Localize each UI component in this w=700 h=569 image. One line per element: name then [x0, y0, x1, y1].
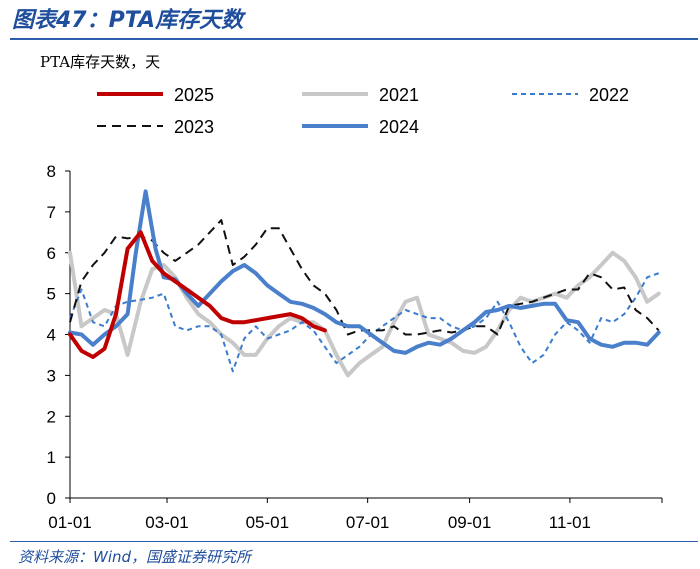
series-line-2021 — [68, 250, 661, 378]
legend: 2025 2021 2022 2023 2024 — [97, 85, 629, 137]
y-tick-label: 7 — [47, 203, 56, 222]
legend-label-2025: 2025 — [174, 85, 214, 105]
y-tick-label: 5 — [47, 285, 56, 304]
legend-label-2023: 2023 — [174, 117, 214, 137]
series-lines — [68, 189, 661, 378]
chart-title: 图表47：PTA库存天数 — [12, 8, 244, 33]
series-line-2025 — [68, 230, 327, 359]
y-tick-label: 6 — [47, 244, 56, 263]
x-tick-label: 11-01 — [549, 513, 591, 532]
unit-label: PTA库存天数，天 — [40, 53, 160, 71]
series-line-2023 — [69, 219, 660, 336]
x-tick-label: 03-01 — [145, 513, 188, 532]
axes: 0 1 2 3 4 5 6 7 8 01-01 03-01 05-01 07-01 09-01 11-01 — [47, 162, 663, 532]
title-underline — [10, 38, 698, 40]
legend-label-2022: 2022 — [589, 85, 629, 105]
y-tick-label: 0 — [47, 489, 56, 508]
x-tick-label: 09-01 — [448, 513, 491, 532]
y-tick-label: 4 — [47, 326, 56, 345]
footer-rule — [10, 541, 698, 542]
y-tick-label: 2 — [47, 407, 56, 426]
source-note: 资料来源：Wind，国盛证券研究所 — [18, 548, 252, 566]
x-tick-label: 07-01 — [346, 513, 389, 532]
legend-label-2024: 2024 — [379, 117, 419, 137]
series-line-2024 — [68, 189, 661, 355]
y-tick-label: 8 — [47, 162, 56, 181]
y-tick-label: 1 — [47, 448, 56, 467]
legend-label-2021: 2021 — [379, 85, 419, 105]
x-tick-label: 01-01 — [48, 513, 91, 532]
series-line-2022 — [69, 272, 660, 373]
y-tick-label: 3 — [47, 366, 56, 385]
x-tick-label: 05-01 — [246, 513, 289, 532]
